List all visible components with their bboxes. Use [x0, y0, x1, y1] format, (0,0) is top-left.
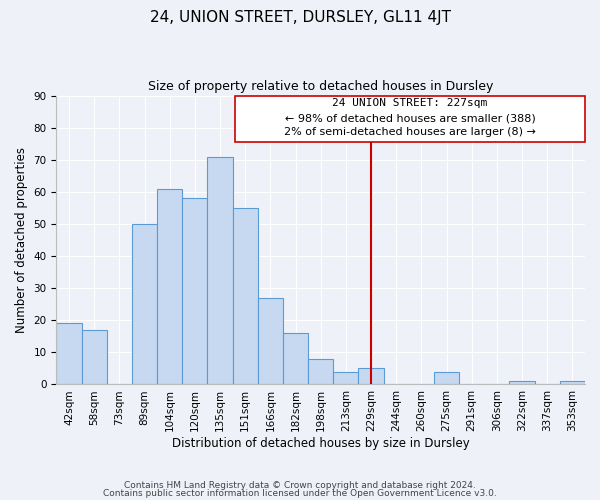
X-axis label: Distribution of detached houses by size in Dursley: Distribution of detached houses by size …	[172, 437, 470, 450]
Bar	[258, 298, 283, 384]
Text: 24 UNION STREET: 227sqm: 24 UNION STREET: 227sqm	[332, 98, 488, 108]
Bar	[560, 381, 585, 384]
Bar	[308, 359, 333, 384]
Text: Contains public sector information licensed under the Open Government Licence v3: Contains public sector information licen…	[103, 488, 497, 498]
Bar	[283, 333, 308, 384]
Bar	[56, 324, 82, 384]
Bar	[82, 330, 107, 384]
FancyBboxPatch shape	[235, 96, 585, 142]
Text: 2% of semi-detached houses are larger (8) →: 2% of semi-detached houses are larger (8…	[284, 127, 536, 137]
Bar	[333, 372, 358, 384]
Text: ← 98% of detached houses are smaller (388): ← 98% of detached houses are smaller (38…	[284, 113, 535, 123]
Bar	[509, 381, 535, 384]
Bar	[233, 208, 258, 384]
Y-axis label: Number of detached properties: Number of detached properties	[15, 147, 28, 333]
Text: 24, UNION STREET, DURSLEY, GL11 4JT: 24, UNION STREET, DURSLEY, GL11 4JT	[149, 10, 451, 25]
Bar	[182, 198, 208, 384]
Title: Size of property relative to detached houses in Dursley: Size of property relative to detached ho…	[148, 80, 493, 93]
Bar	[208, 156, 233, 384]
Bar	[157, 188, 182, 384]
Bar	[132, 224, 157, 384]
Bar	[358, 368, 383, 384]
Bar	[434, 372, 459, 384]
Text: Contains HM Land Registry data © Crown copyright and database right 2024.: Contains HM Land Registry data © Crown c…	[124, 481, 476, 490]
